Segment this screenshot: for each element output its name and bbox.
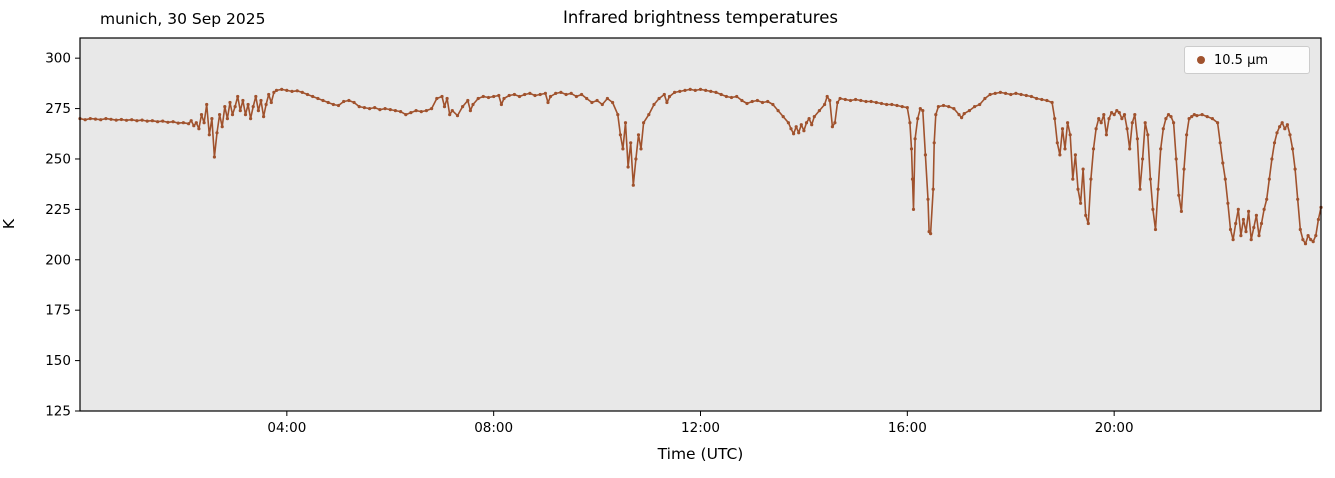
legend-label: 10.5 μm bbox=[1214, 52, 1269, 68]
legend: 10.5 μm bbox=[1184, 46, 1310, 74]
y-tick-label: 300 bbox=[45, 51, 71, 67]
x-axis-label: Time (UTC) bbox=[657, 445, 744, 463]
x-tick-label: 20:00 bbox=[1095, 420, 1134, 436]
y-tick-label: 150 bbox=[45, 353, 71, 369]
y-tick-label: 200 bbox=[45, 252, 71, 268]
y-tick-label: 250 bbox=[45, 151, 71, 167]
y-tick-label: 175 bbox=[45, 303, 71, 319]
x-tick-label: 16:00 bbox=[888, 420, 927, 436]
legend-marker-icon bbox=[1197, 56, 1205, 64]
chart-subtitle: munich, 30 Sep 2025 bbox=[100, 10, 266, 28]
data-series bbox=[78, 87, 1323, 246]
y-tick-label: 275 bbox=[45, 101, 71, 117]
y-tick-label: 125 bbox=[45, 404, 71, 420]
x-tick-label: 04:00 bbox=[267, 420, 306, 436]
chart-title: Infrared brightness temperatures bbox=[563, 8, 838, 27]
plot-spines bbox=[79, 37, 1322, 412]
x-tick-label: 12:00 bbox=[681, 420, 720, 436]
y-tick-label: 225 bbox=[45, 202, 71, 218]
y-axis-label: K bbox=[0, 218, 19, 230]
x-tick-label: 08:00 bbox=[474, 420, 513, 436]
axis-ticks: 125 150 175 200 225 250 275 300 04:00 08:00 12:00 1… bbox=[45, 51, 1133, 436]
plot-area bbox=[80, 38, 1321, 411]
